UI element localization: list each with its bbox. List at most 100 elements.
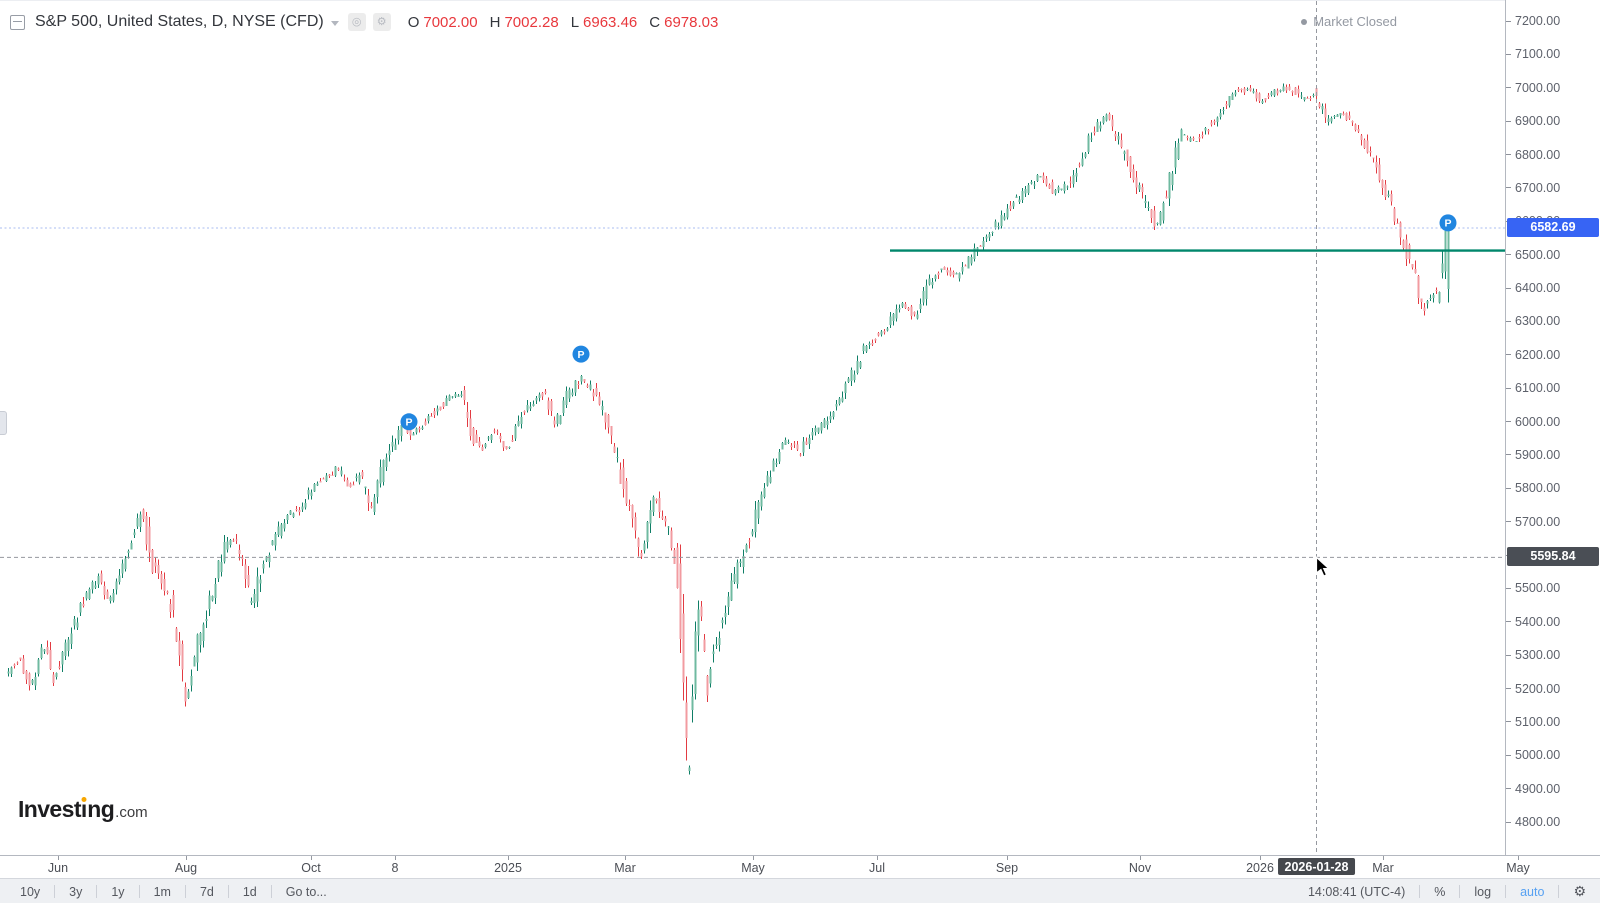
close-value: 6978.03 — [664, 13, 719, 31]
position-marker[interactable]: P — [400, 413, 418, 431]
time-tick — [1383, 856, 1384, 860]
time-tick — [1007, 856, 1008, 860]
bottom-toolbar: 10y 3y 1y 1m 7d 1d Go to... 14:08:41 (UTC-4) %… — [0, 878, 1600, 903]
range-button-1y[interactable]: 1y — [111, 884, 125, 899]
range-button-10y[interactable]: 10y — [20, 884, 41, 899]
time-tick-label: Oct — [301, 861, 321, 875]
time-tick — [395, 856, 396, 860]
price-tick — [1506, 387, 1511, 389]
low-value: 6963.46 — [583, 13, 638, 31]
price-tick — [1506, 587, 1511, 589]
price-tick — [1506, 721, 1511, 723]
time-tick — [1518, 856, 1519, 860]
low-label: L — [570, 13, 580, 31]
collapse-panel-icon[interactable] — [10, 14, 25, 30]
goto-button[interactable]: Go to... — [285, 884, 327, 899]
market-status-label: Market Closed — [1313, 14, 1397, 29]
time-tick-label: May — [1506, 861, 1530, 875]
open-label: O — [407, 13, 420, 31]
snapshot-icon[interactable]: ◎ — [347, 13, 366, 31]
price-tick — [1506, 20, 1511, 22]
price-tick-label: 4900.00 — [1515, 781, 1561, 796]
candlestick-series — [7, 83, 1450, 775]
price-tick-label: 7200.00 — [1515, 14, 1561, 28]
logo-i: ı — [80, 796, 88, 822]
price-tick — [1506, 287, 1511, 289]
time-tick-label: Jul — [869, 861, 885, 875]
time-tick-label: 2026 — [1246, 861, 1274, 875]
clock-readout: 14:08:41 (UTC-4) — [1307, 884, 1406, 899]
logo-orange-dot-icon — [81, 797, 87, 802]
svg-text:P: P — [1444, 218, 1451, 230]
price-tick-label: 5100.00 — [1515, 714, 1561, 729]
range-button-3y[interactable]: 3y — [69, 884, 83, 899]
price-tick-label: 5700.00 — [1515, 514, 1561, 529]
time-tick-label: Sep — [995, 861, 1019, 875]
close-label: C — [649, 13, 661, 31]
candlestick-chart[interactable]: P P P — [0, 1, 1505, 856]
price-tick — [1506, 821, 1511, 823]
price-tick-label: 5500.00 — [1515, 581, 1561, 596]
toolbar-toggle-auto[interactable]: auto — [1520, 884, 1545, 899]
investing-logo[interactable]: Invest ı ng .com — [18, 796, 148, 823]
range-button-1m[interactable]: 1m — [153, 884, 171, 899]
price-tick — [1506, 521, 1511, 523]
logo-com: .com — [115, 804, 148, 821]
high-label: H — [489, 13, 501, 31]
price-tick — [1506, 187, 1511, 189]
price-tick-label: 4800.00 — [1515, 815, 1561, 829]
price-tick — [1506, 487, 1511, 489]
time-tick — [877, 856, 878, 860]
time-tick — [1140, 856, 1141, 860]
symbol-title[interactable]: S&P 500, United States, D, NYSE (CFD) — [35, 13, 324, 30]
range-button-7d[interactable]: 7d — [199, 884, 214, 899]
toolbar-right: 14:08:41 (UTC-4) % log auto ⚙ — [1294, 879, 1600, 903]
symbol-header: S&P 500, United States, D, NYSE (CFD) ◎ … — [10, 13, 718, 31]
price-tick — [1506, 87, 1511, 89]
price-tick — [1506, 621, 1511, 623]
price-tick — [1506, 454, 1511, 456]
time-axis[interactable]: Jun Aug Oct 8 2025 Mar May Jul Sep Nov 2026 Mar May 2… — [0, 855, 1600, 879]
drawing-toolbar-handle[interactable] — [0, 411, 7, 435]
ohlc-readout: O 7002.00 H 7002.28 L 6963.46 C 6978.03 — [406, 14, 719, 31]
time-tick-label: Mar — [1372, 861, 1394, 875]
chart-overlays — [0, 1, 1505, 856]
toolbar-toggle-log[interactable]: log — [1474, 884, 1492, 899]
price-tick-label: 6100.00 — [1515, 381, 1561, 396]
range-buttons: 10y 3y 1y 1m 7d 1d Go to... — [0, 879, 341, 903]
price-tick — [1506, 754, 1511, 756]
chevron-down-icon[interactable] — [330, 20, 339, 26]
mouse-cursor — [1315, 556, 1331, 577]
price-tick-label: 6800.00 — [1515, 147, 1561, 162]
time-tick — [1260, 856, 1261, 860]
price-tick-label: 5900.00 — [1515, 447, 1561, 462]
time-tick-label: May — [741, 861, 765, 875]
price-tick-label: 6700.00 — [1515, 180, 1561, 195]
price-tick — [1506, 320, 1511, 322]
market-status: Market Closed — [1301, 14, 1397, 29]
range-button-1d[interactable]: 1d — [242, 884, 257, 899]
price-tick — [1506, 654, 1511, 656]
time-tick — [753, 856, 754, 860]
price-tick-label: 6000.00 — [1515, 414, 1561, 429]
chart-settings-icon[interactable]: ⚙ — [372, 13, 391, 31]
price-tick-label: 5200.00 — [1515, 681, 1561, 696]
status-dot-icon — [1301, 18, 1308, 25]
price-tick — [1506, 53, 1511, 55]
toolbar-toggle-%[interactable]: % — [1434, 884, 1446, 899]
logo-text-2: ng — [87, 796, 115, 822]
svg-text:P: P — [405, 417, 412, 429]
price-tick-label: 6500.00 — [1515, 247, 1561, 262]
time-tick-label: Mar — [614, 861, 636, 875]
price-axis[interactable]: 7200.00 7100.00 7000.00 6900.00 6800.00 6700.… — [1505, 0, 1600, 855]
toolbar-settings-icon[interactable]: ⚙ — [1573, 883, 1586, 899]
price-tick-label: 5000.00 — [1515, 748, 1561, 763]
price-tick — [1506, 120, 1511, 122]
chart-plot-area[interactable]: P P P S&P 500, United States, D, NYSE (CFD… — [0, 0, 1505, 856]
time-tick-label: Aug — [174, 861, 198, 875]
price-tick-label: 7100.00 — [1515, 47, 1561, 62]
position-marker[interactable]: P — [1439, 214, 1457, 232]
position-marker[interactable]: P — [572, 345, 590, 363]
price-tick-label: 5300.00 — [1515, 648, 1561, 663]
